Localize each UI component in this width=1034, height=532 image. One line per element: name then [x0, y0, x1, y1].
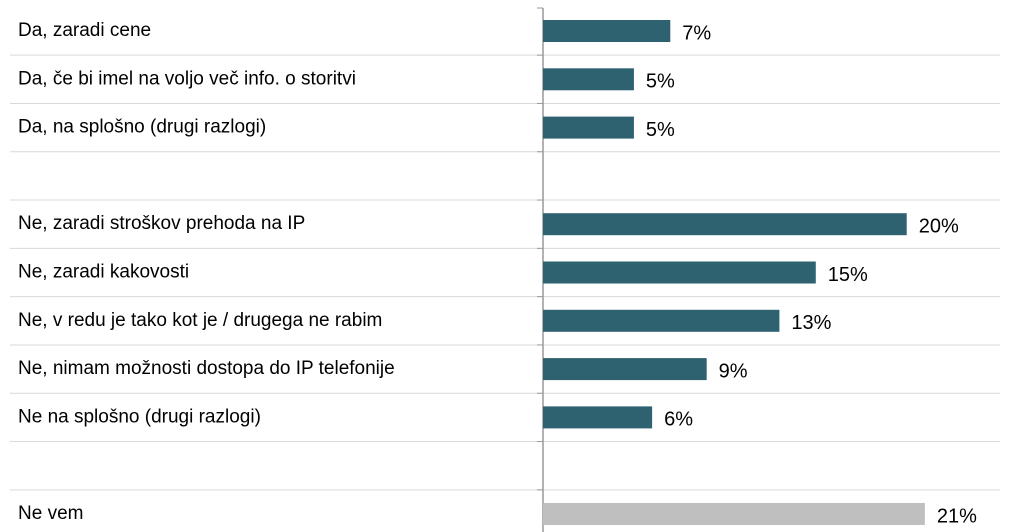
bar: [543, 116, 634, 139]
bar: [543, 68, 634, 91]
bar: [543, 358, 707, 381]
category-label: Da, zaradi cene: [18, 20, 151, 41]
value-label: 15%: [828, 264, 868, 286]
bar: [543, 20, 671, 42]
category-label: Ne na splošno (drugi razlogi): [18, 406, 261, 427]
value-label: 9%: [719, 360, 748, 382]
category-label: Ne, zaradi stroškov prehoda na IP: [18, 213, 305, 234]
category-label: Da, če bi imel na voljo več info. o stor…: [18, 68, 356, 89]
bar: [543, 503, 925, 525]
bar: [543, 309, 780, 332]
category-label: Ne, nimam možnosti dostopa do IP telefon…: [18, 358, 395, 379]
bar: [543, 213, 907, 236]
value-label: 7%: [682, 22, 711, 44]
value-label: 20%: [919, 215, 959, 237]
value-label: 5%: [646, 119, 675, 141]
category-label: Ne vem: [18, 503, 83, 524]
category-label: Da, na splošno (drugi razlogi): [18, 117, 266, 138]
bar: [543, 261, 816, 284]
value-label: 13%: [791, 312, 831, 334]
category-label: Ne, zaradi kakovosti: [18, 262, 189, 283]
value-label: 21%: [937, 505, 977, 527]
value-label: 5%: [646, 71, 675, 93]
value-label: 6%: [664, 409, 693, 431]
bar: [543, 406, 653, 429]
category-label: Ne, v redu je tako kot je / drugega ne r…: [18, 310, 382, 331]
